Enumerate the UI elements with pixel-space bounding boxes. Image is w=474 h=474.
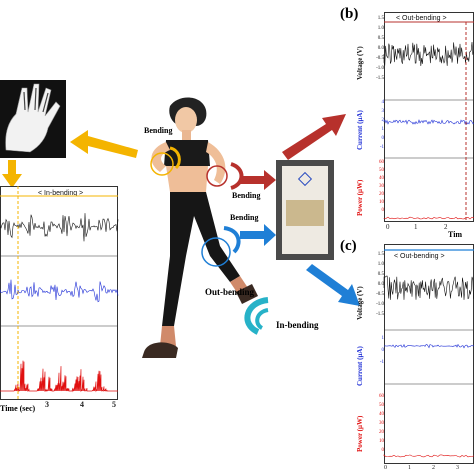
panel-b-letter: (b) bbox=[340, 6, 359, 22]
panel-c-power-label: Power (μW) bbox=[356, 415, 364, 452]
in-bending-xtick-5: 5 bbox=[112, 400, 116, 409]
out-bending-label: Out-bending bbox=[205, 287, 255, 297]
panel-c-xtick-3: 3 bbox=[456, 465, 459, 471]
arrow-downright-blue-icon bbox=[306, 264, 360, 306]
panel-c-voltage-trace bbox=[383, 275, 474, 300]
panel-b-current-tick: -1 bbox=[379, 145, 384, 150]
panel-c-header: < Out-bending > bbox=[394, 253, 445, 260]
panel-c-voltage-tick: -1.0 bbox=[376, 302, 384, 307]
panel-c-power-tick: 60 bbox=[379, 394, 384, 399]
arrow-right-red-icon bbox=[240, 170, 276, 190]
panel-b-power-tick: 50 bbox=[379, 168, 384, 173]
glove-icon bbox=[5, 83, 61, 153]
panel-c-xtick-1: 1 bbox=[408, 465, 411, 471]
in-bending-power-trace bbox=[0, 360, 118, 393]
panel-b-voltage-tick: -1.5 bbox=[376, 76, 384, 81]
panel-b-power-tick: 10 bbox=[379, 200, 384, 205]
panel-b-power-tick: 0 bbox=[381, 208, 385, 213]
panel-b-power-trace bbox=[383, 216, 474, 220]
panel-c-power-tick: 10 bbox=[379, 439, 384, 444]
panel-c-voltage-tick: 1.5 bbox=[377, 252, 384, 257]
panel-b-current-trace bbox=[383, 119, 474, 125]
in-bending-xtick-4: 4 bbox=[80, 400, 84, 409]
in-bending-current-trace bbox=[0, 279, 119, 303]
panel-b-frame bbox=[384, 12, 474, 222]
arrow-left-yellow-icon bbox=[70, 130, 138, 158]
panel-b-voltage-tick: 1.0 bbox=[377, 26, 384, 31]
panel-c-voltage-tick: 0.5 bbox=[377, 272, 384, 277]
glove-photo bbox=[0, 80, 66, 158]
panel-c-current-tick: 0 bbox=[381, 348, 385, 353]
panel-c-power-trace bbox=[383, 454, 474, 458]
panel-b-xtick-1: 1 bbox=[414, 223, 418, 231]
panel-c-voltage-tick: -1.5 bbox=[376, 312, 384, 317]
panel-b-power-label: Power (μW) bbox=[356, 179, 364, 216]
panel-c-voltage-tick: 1.0 bbox=[377, 262, 384, 267]
in-bending-header: < In-bending > bbox=[38, 190, 84, 197]
panel-b-voltage-tick: 0.0 bbox=[377, 46, 384, 51]
panel-c-power-tick: 20 bbox=[379, 430, 384, 435]
panel-c-voltage-tick: -0.5 bbox=[376, 292, 384, 297]
panel-c-voltage-tick: 0.0 bbox=[377, 282, 384, 287]
in-bending-xlabel: Time (sec) bbox=[0, 404, 36, 413]
panel-b-current-tick: 1 bbox=[381, 127, 385, 132]
panel-c-power-tick: 40 bbox=[379, 412, 384, 417]
in-bending-voltage-trace bbox=[0, 213, 119, 242]
arrow-right-blue-icon bbox=[240, 224, 276, 246]
panel-b-voltage-tick: -0.5 bbox=[376, 56, 384, 61]
in-bending-plot bbox=[0, 186, 119, 400]
panel-b-voltage-tick: -1.0 bbox=[376, 66, 384, 71]
panel-b-xtick-0: 0 bbox=[386, 223, 390, 231]
panel-c-plot bbox=[383, 249, 474, 458]
panel-c-power-tick: 50 bbox=[379, 403, 384, 408]
panel-b-voltage-tick: 0.5 bbox=[377, 36, 384, 41]
panel-c-current-tick: 1 bbox=[381, 336, 385, 341]
panel-b-voltage-label: Voltage (V) bbox=[356, 46, 364, 80]
in-bending-label: In-bending bbox=[276, 320, 319, 330]
arrow-down-yellow-icon bbox=[2, 160, 22, 188]
in-bending-xtick-3: 3 bbox=[45, 400, 49, 409]
panel-b-current-tick: 3 bbox=[381, 109, 385, 114]
panel-b-voltage-trace bbox=[383, 41, 474, 67]
panel-c-xtick-0: 0 bbox=[384, 465, 387, 471]
panel-b-plot bbox=[383, 21, 474, 222]
bending-elbow-circle-icon bbox=[150, 146, 181, 176]
bending-knee-circle-icon bbox=[201, 226, 241, 267]
panel-b-header: < Out-bending > bbox=[396, 15, 447, 22]
runner-illustration bbox=[142, 97, 258, 358]
panel-c-letter: (c) bbox=[340, 238, 357, 254]
panel-c-power-tick: 0 bbox=[381, 448, 385, 453]
panel-b-xtick-2: 2 bbox=[444, 223, 448, 231]
arrow-upright-red-icon bbox=[282, 114, 346, 160]
panel-c-xtick-2: 2 bbox=[432, 465, 435, 471]
panel-c-current-trace bbox=[383, 343, 474, 349]
panel-b-power-tick: 20 bbox=[379, 192, 384, 197]
device-photo bbox=[276, 160, 334, 260]
bend-direction-cyan-icon bbox=[244, 297, 269, 335]
panel-b-current-tick: 0 bbox=[381, 136, 385, 141]
panel-b-current-label: Current (μA) bbox=[356, 110, 364, 150]
bending-label-1: Bending bbox=[144, 126, 173, 135]
panel-c-frame bbox=[384, 244, 474, 464]
panel-b-xlabel: Tim bbox=[448, 230, 463, 239]
panel-b-power-tick: 40 bbox=[379, 176, 384, 181]
bending-label-3: Bending bbox=[230, 213, 259, 222]
panel-c-current-tick: -1 bbox=[379, 360, 384, 365]
panel-c-power-tick: 30 bbox=[379, 421, 384, 426]
panel-b-current-tick: 2 bbox=[381, 118, 385, 123]
panel-c-voltage-label: Voltage (V) bbox=[356, 286, 364, 320]
panel-c-current-label: Current (μA) bbox=[356, 346, 364, 386]
bending-label-2: Bending bbox=[232, 191, 261, 200]
panel-b-power-tick: 30 bbox=[379, 184, 384, 189]
panel-b-voltage-tick: 1.5 bbox=[377, 16, 384, 21]
panel-b-power-tick: 60 bbox=[379, 160, 384, 165]
panel-b-current-tick: 4 bbox=[381, 100, 385, 105]
